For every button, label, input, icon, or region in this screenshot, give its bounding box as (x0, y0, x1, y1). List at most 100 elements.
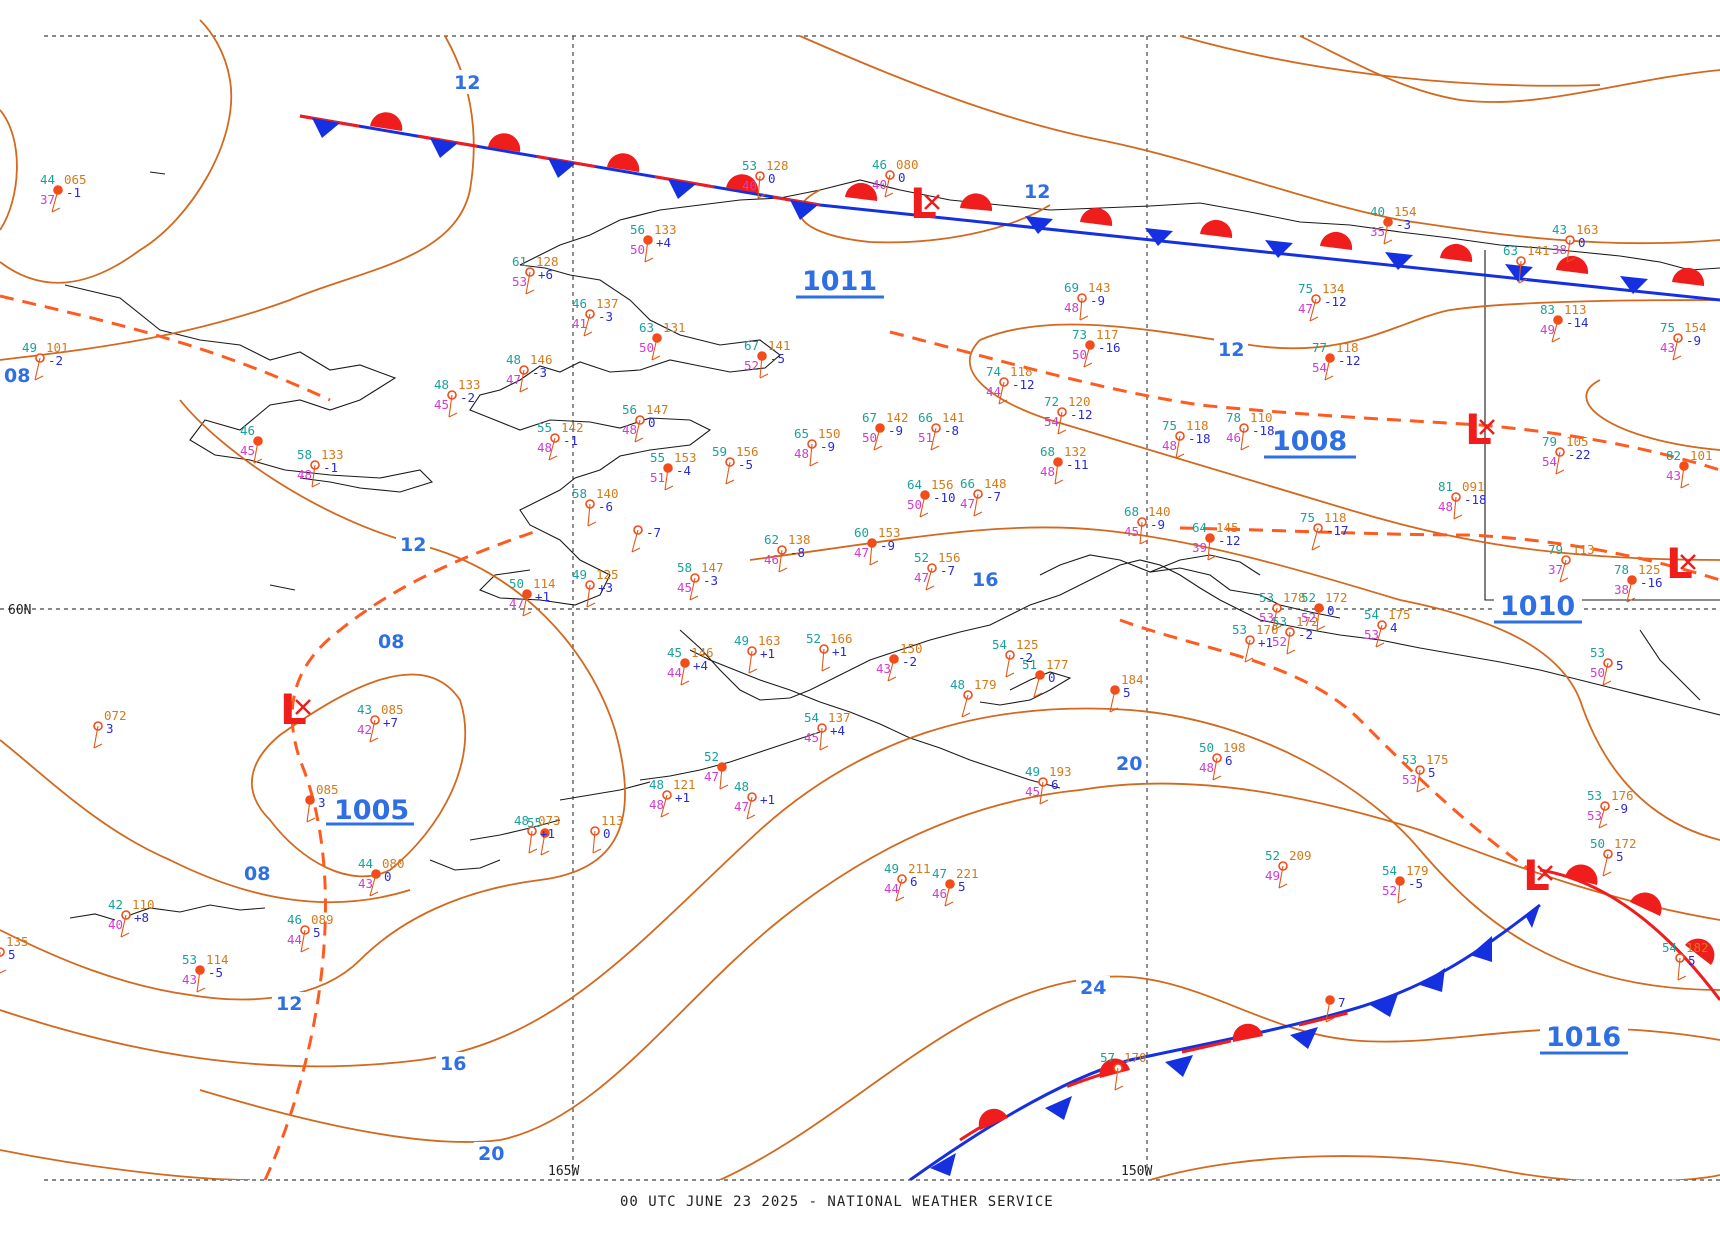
station-temperature: 46 (240, 423, 255, 438)
station-dewpoint: 53 (512, 274, 527, 289)
center-1010: 1010 (1494, 590, 1582, 624)
station-temperature: 54 (1382, 863, 1397, 878)
station-tendency: 6 (1051, 777, 1059, 792)
station-plot: 52 209 49 (1265, 848, 1312, 889)
station-plot: 44 065 37 -1 (40, 172, 87, 213)
wind-barb (919, 494, 929, 518)
wind-barb (196, 969, 206, 993)
wind-barb (0, 952, 7, 974)
wind-barb (664, 467, 674, 491)
station-pressure: 172 (1296, 614, 1319, 629)
station-tendency: 0 (898, 170, 906, 185)
station-tendency: +8 (134, 910, 149, 925)
station-dewpoint: 44 (287, 932, 302, 947)
station-plot: 79 113 37 (1548, 542, 1595, 583)
station-tendency: 7 (1338, 995, 1346, 1010)
station-plot: 77 118 54 -12 (1312, 340, 1361, 381)
station-plot: 63 131 50 (639, 320, 686, 361)
low-center-1: L (910, 179, 940, 228)
lat-60-label: 60N (8, 603, 31, 618)
station-pressure: 172 (1325, 590, 1348, 605)
station-plot: 58 147 45 -3 (677, 560, 724, 601)
station-plot: 58 140-6 (572, 486, 619, 527)
station-temperature: 60 (854, 525, 869, 540)
station-pressure: 175 (1388, 607, 1411, 622)
wind-barb (1244, 639, 1254, 663)
station-pressure: 179 (974, 677, 997, 692)
station-temperature: 53 (1259, 590, 1274, 605)
station-tendency: +1 (832, 644, 847, 659)
station-tendency: 4 (1390, 620, 1398, 635)
station-dewpoint: 40 (742, 178, 757, 193)
station-tendency: 5 (313, 925, 321, 940)
station-temperature: 67 (862, 410, 877, 425)
station-tendency: 6 (1225, 753, 1233, 768)
station-dewpoint: 39 (1192, 540, 1207, 555)
station-dewpoint: 45 (1124, 524, 1139, 539)
wind-barb (1555, 451, 1565, 475)
wind-barb (930, 427, 940, 451)
station-plot: 54 179 52 -5 (1382, 863, 1429, 904)
station-pressure: 140 (596, 486, 619, 501)
wind-barb (1672, 337, 1682, 361)
station-dewpoint: 42 (357, 722, 372, 737)
station-tendency: 6 (910, 874, 918, 889)
lat-lon-grid (0, 35, 1720, 1181)
station-dewpoint: 48 (1199, 760, 1214, 775)
station-temperature: 59 (712, 444, 727, 459)
station-dewpoint: 48 (537, 440, 552, 455)
station-pressure: 176 (1611, 788, 1634, 803)
station-dewpoint: 43 (182, 972, 197, 987)
station-plot: 55 153 51 -4 (650, 450, 697, 491)
station-plot: 49 101-2 (22, 340, 69, 381)
wind-barb (586, 584, 596, 608)
station-pressure: 118 (1186, 418, 1209, 433)
station-plot: 79 105 54 -22 (1542, 434, 1591, 475)
station-plot: 56 133 50 +4 (630, 222, 677, 263)
station-tendency: -9 (820, 439, 835, 454)
station-temperature: 49 (1025, 764, 1040, 779)
wind-barb (631, 529, 641, 553)
station-dewpoint: 38 (1614, 582, 1629, 597)
wind-barb (725, 461, 735, 485)
station-pressure: 073 (538, 813, 561, 828)
station-plot: 72 120 54 -12 (1044, 394, 1093, 435)
station-tendency: -5 (770, 351, 785, 366)
station-tendency: 5 (8, 947, 16, 962)
isobar-label: 12 (276, 993, 302, 1015)
station-tendency: -8 (944, 423, 959, 438)
station-pressure: 182 (1686, 940, 1709, 955)
wind-barb (1286, 631, 1296, 655)
station-tendency: +6 (538, 267, 553, 282)
station-pressure: 113 (1572, 542, 1595, 557)
station-pressure: 145 (1216, 520, 1239, 535)
station-pressure: 141 (768, 338, 791, 353)
station-dewpoint: 53 (1364, 627, 1379, 642)
station-pressure: 154 (1684, 320, 1707, 335)
station-pressure: 148 (984, 476, 1007, 491)
station-pressure: 072 (104, 708, 127, 723)
station-pressure: 150 (818, 426, 841, 441)
station-tendency: -1 (563, 433, 578, 448)
station-pressure: 118 (1336, 340, 1359, 355)
station-temperature: 58 (572, 486, 587, 501)
station-pressure: 125 (596, 567, 619, 582)
wind-barb (1109, 689, 1119, 713)
wind-barb (1559, 559, 1569, 583)
wind-barb (1005, 654, 1015, 678)
station-temperature: 54 (1662, 940, 1677, 955)
station-dewpoint: 49 (1265, 868, 1280, 883)
wind-barb (1311, 527, 1321, 551)
wind-barb (757, 175, 767, 199)
station-temperature: 68 (1124, 504, 1139, 519)
station-pressure: 134 (1322, 281, 1345, 296)
station-dewpoint: 52 (1382, 883, 1397, 898)
wind-barb (680, 662, 690, 686)
wind-barb (1416, 769, 1426, 793)
station-tendency: -12 (1338, 353, 1361, 368)
station-plot: 68 140 45 -9 (1124, 504, 1171, 545)
wind-barb (869, 542, 879, 566)
wind-barb (1139, 521, 1149, 545)
